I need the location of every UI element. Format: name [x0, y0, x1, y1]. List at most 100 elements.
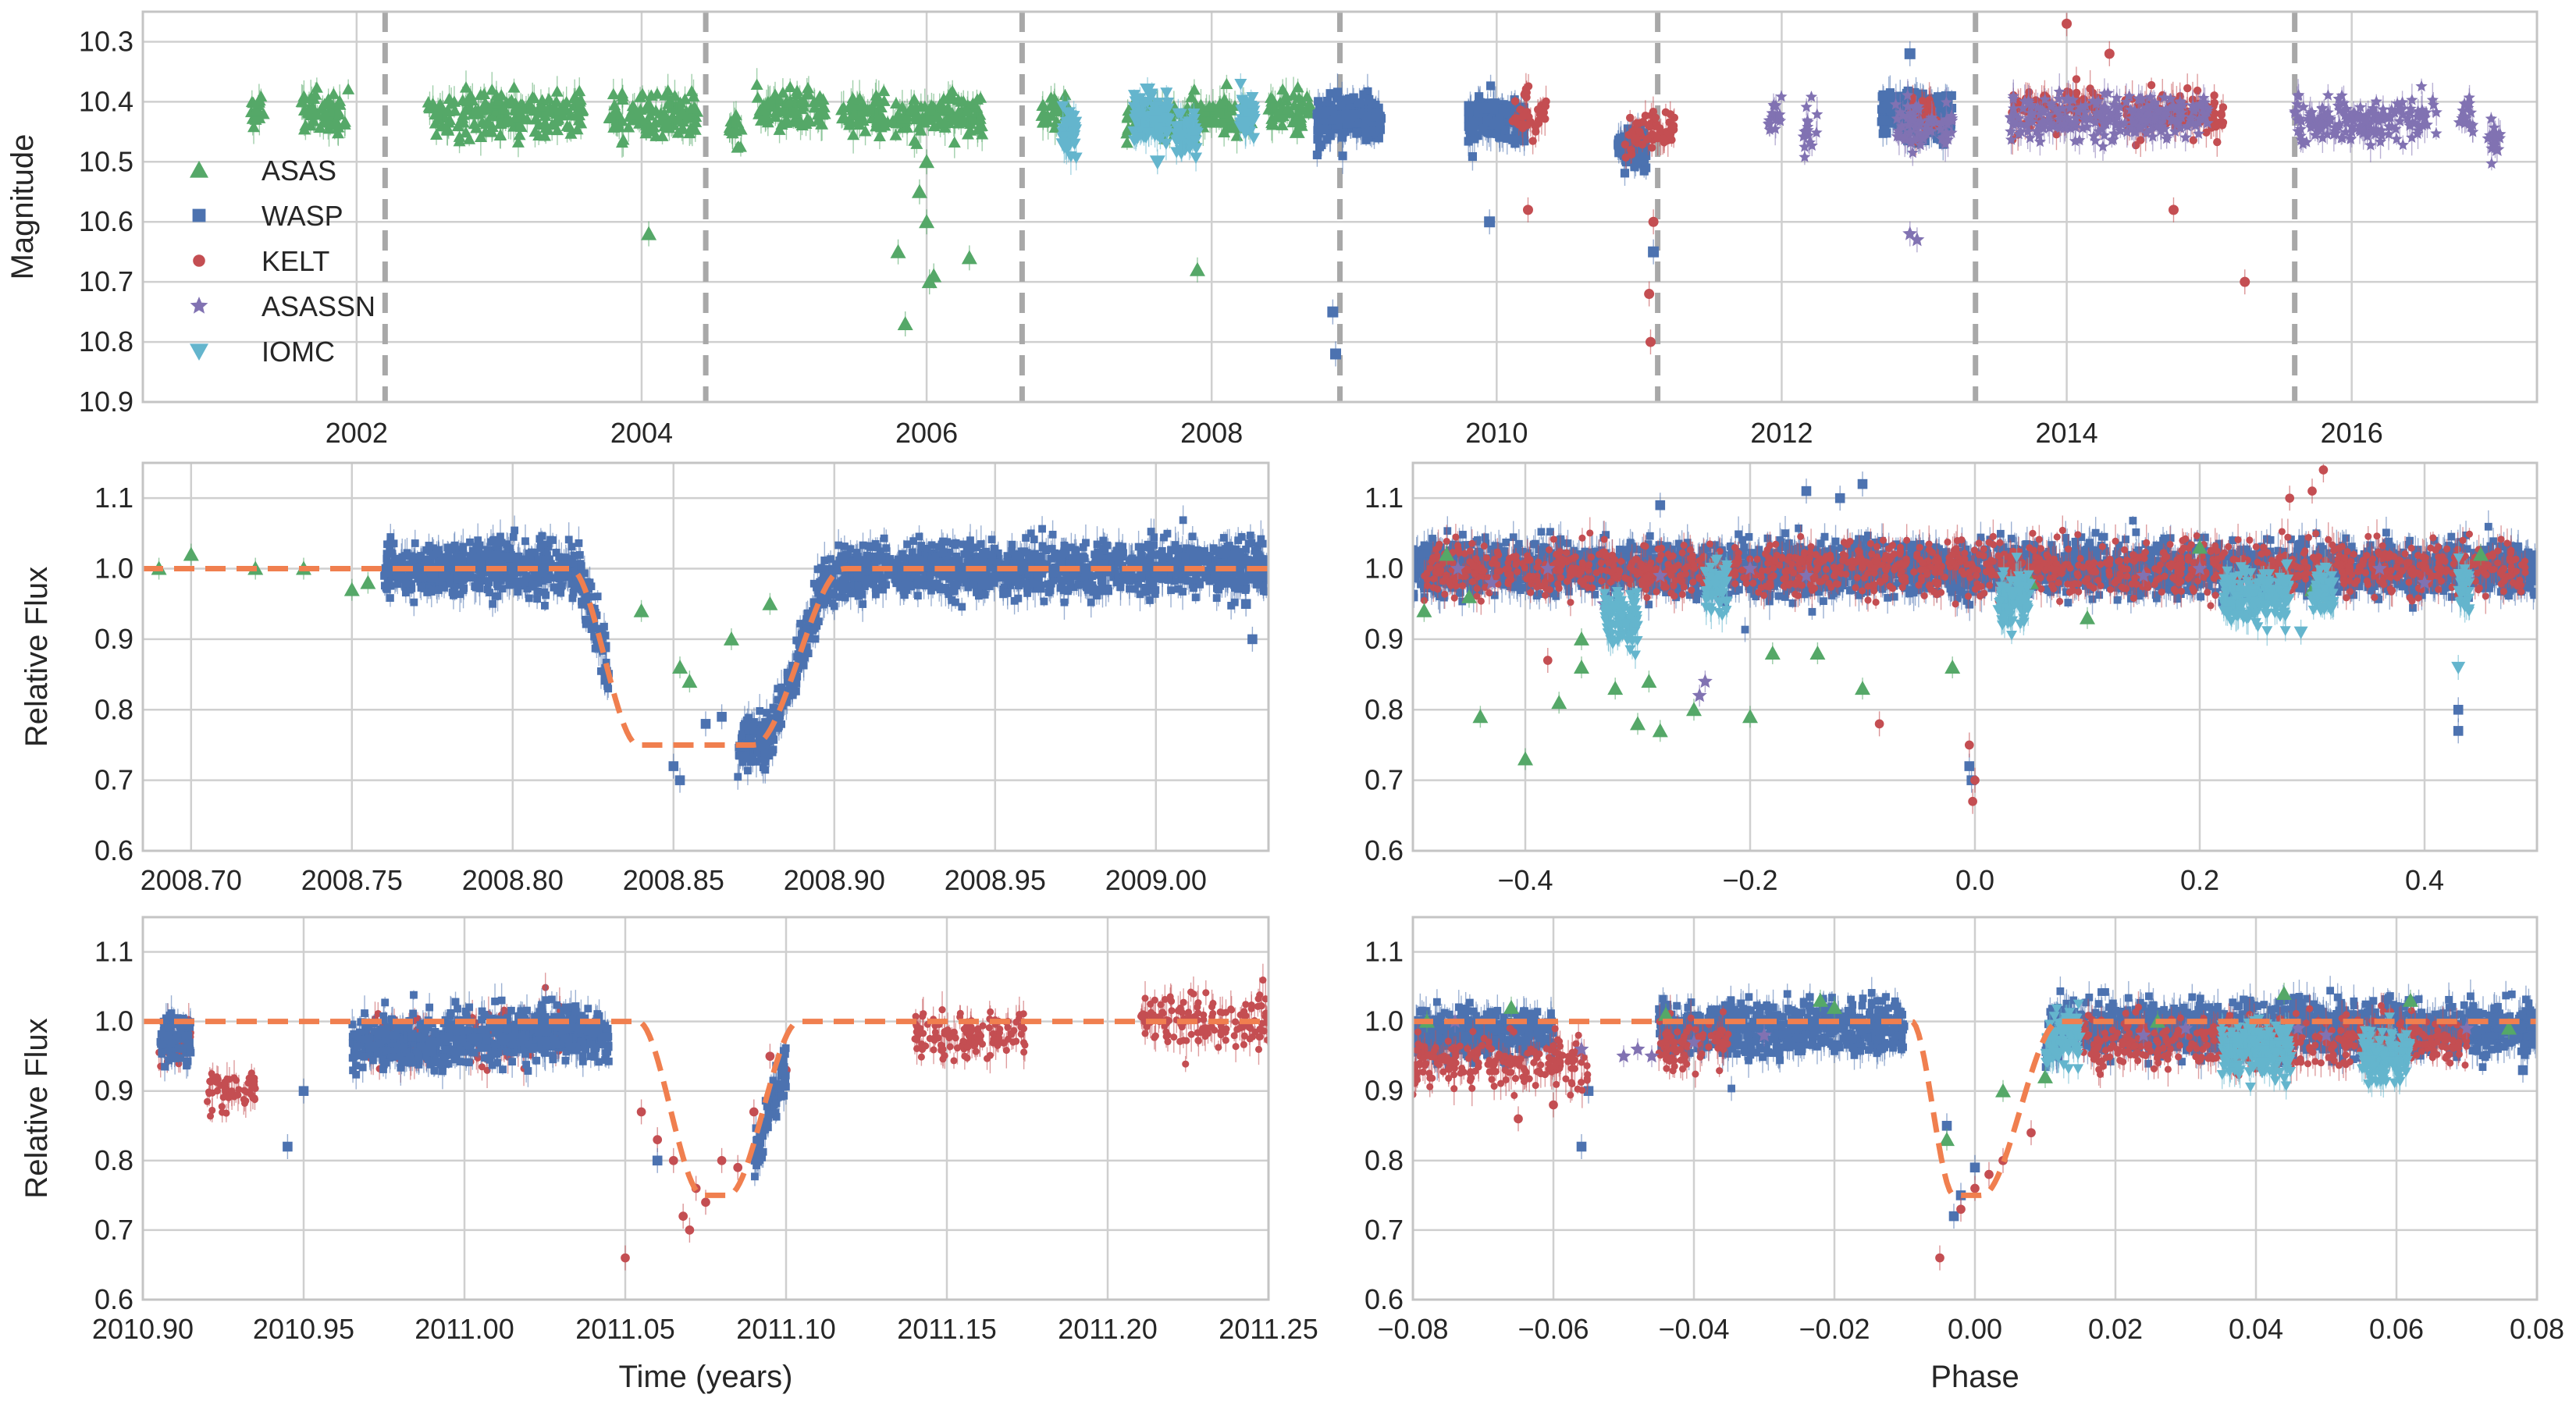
data-point	[1247, 133, 1261, 144]
data-point	[1148, 116, 1162, 128]
data-point	[1127, 90, 1140, 101]
data-point	[2374, 135, 2387, 148]
data-point	[1649, 108, 1658, 116]
data-point	[1464, 137, 1473, 146]
data-point	[1882, 129, 1891, 138]
data-point	[1630, 162, 1639, 172]
data-point	[895, 101, 909, 112]
data-point	[1802, 116, 1814, 127]
x-tick-label: 2002	[326, 417, 388, 449]
data-point	[475, 116, 489, 127]
data-point	[2158, 91, 2171, 103]
y-tick-label: 10.9	[79, 386, 133, 418]
data-point	[1359, 90, 1368, 99]
data-point	[1648, 216, 1659, 227]
data-point	[1315, 142, 1325, 151]
data-point	[668, 90, 681, 101]
data-point	[1181, 118, 1194, 130]
data-point	[1526, 118, 1535, 126]
data-point	[1515, 133, 1525, 143]
data-point	[440, 123, 454, 136]
data-point	[338, 116, 351, 127]
data-point	[1327, 306, 1339, 318]
data-point	[2012, 127, 2025, 140]
data-point	[1364, 94, 1374, 105]
data-point	[1333, 120, 1343, 130]
data-point	[1799, 140, 1811, 152]
data-point	[731, 116, 745, 128]
data-point	[1495, 113, 1504, 123]
data-point	[521, 113, 534, 125]
data-point	[790, 87, 803, 100]
data-point	[342, 83, 355, 94]
data-point	[1160, 126, 1173, 137]
data-point	[1489, 105, 1499, 115]
data-point	[507, 81, 521, 93]
data-point	[2186, 100, 2199, 112]
data-point	[1763, 117, 1776, 129]
data-point	[1215, 116, 1228, 128]
data-point	[548, 101, 561, 112]
data-point	[1169, 121, 1183, 133]
data-point	[1906, 114, 1919, 126]
data-point	[2104, 108, 2117, 120]
data-layer	[244, 12, 2507, 367]
y-tick-label: 10.6	[79, 205, 133, 237]
data-point	[1667, 129, 1675, 138]
data-point	[2133, 92, 2145, 104]
data-point	[1332, 87, 1343, 97]
data-point	[1350, 109, 1360, 119]
data-point	[1497, 107, 1507, 116]
data-point	[750, 78, 763, 90]
data-point	[1343, 101, 1352, 110]
data-point	[1615, 133, 1624, 143]
data-point	[2111, 110, 2124, 123]
data-point	[1889, 98, 1902, 110]
data-point	[2140, 126, 2153, 138]
data-point	[1886, 107, 1896, 116]
data-point	[1470, 134, 1479, 144]
data-point	[960, 105, 973, 117]
data-point	[1800, 101, 1813, 112]
data-point	[1336, 101, 1346, 110]
data-point	[1276, 119, 1289, 130]
data-point	[1508, 135, 1517, 144]
data-point	[783, 96, 796, 108]
data-point	[1194, 98, 1208, 110]
data-point	[1940, 96, 1952, 108]
y-tick-label: 10.7	[79, 265, 133, 297]
data-point	[2113, 101, 2126, 112]
data-point	[1189, 135, 1202, 147]
data-point	[564, 127, 578, 139]
data-point	[1344, 117, 1354, 126]
data-point	[436, 102, 449, 114]
data-point	[2210, 98, 2219, 108]
data-point	[1486, 129, 1496, 138]
data-point	[889, 97, 902, 108]
data-point	[2072, 75, 2081, 84]
data-point	[2148, 96, 2161, 108]
data-point	[2038, 116, 2051, 127]
data-point	[247, 120, 261, 133]
data-point	[2197, 91, 2210, 104]
data-point	[532, 129, 546, 140]
data-point	[1635, 146, 1644, 155]
data-point	[1057, 131, 1070, 144]
data-point	[1190, 143, 1203, 155]
data-point	[802, 87, 815, 99]
data-point	[2007, 92, 2019, 105]
data-point	[859, 125, 872, 137]
data-point	[1805, 91, 1818, 102]
data-point	[1220, 77, 1233, 90]
data-point	[794, 117, 807, 129]
data-point	[1036, 99, 1049, 111]
data-point	[1237, 116, 1251, 129]
data-point	[1159, 112, 1172, 125]
data-point	[1512, 114, 1521, 123]
data-point	[1541, 115, 1550, 123]
data-point	[1346, 112, 1355, 122]
data-point	[1213, 97, 1226, 109]
data-point	[478, 87, 491, 99]
data-point	[666, 110, 679, 122]
